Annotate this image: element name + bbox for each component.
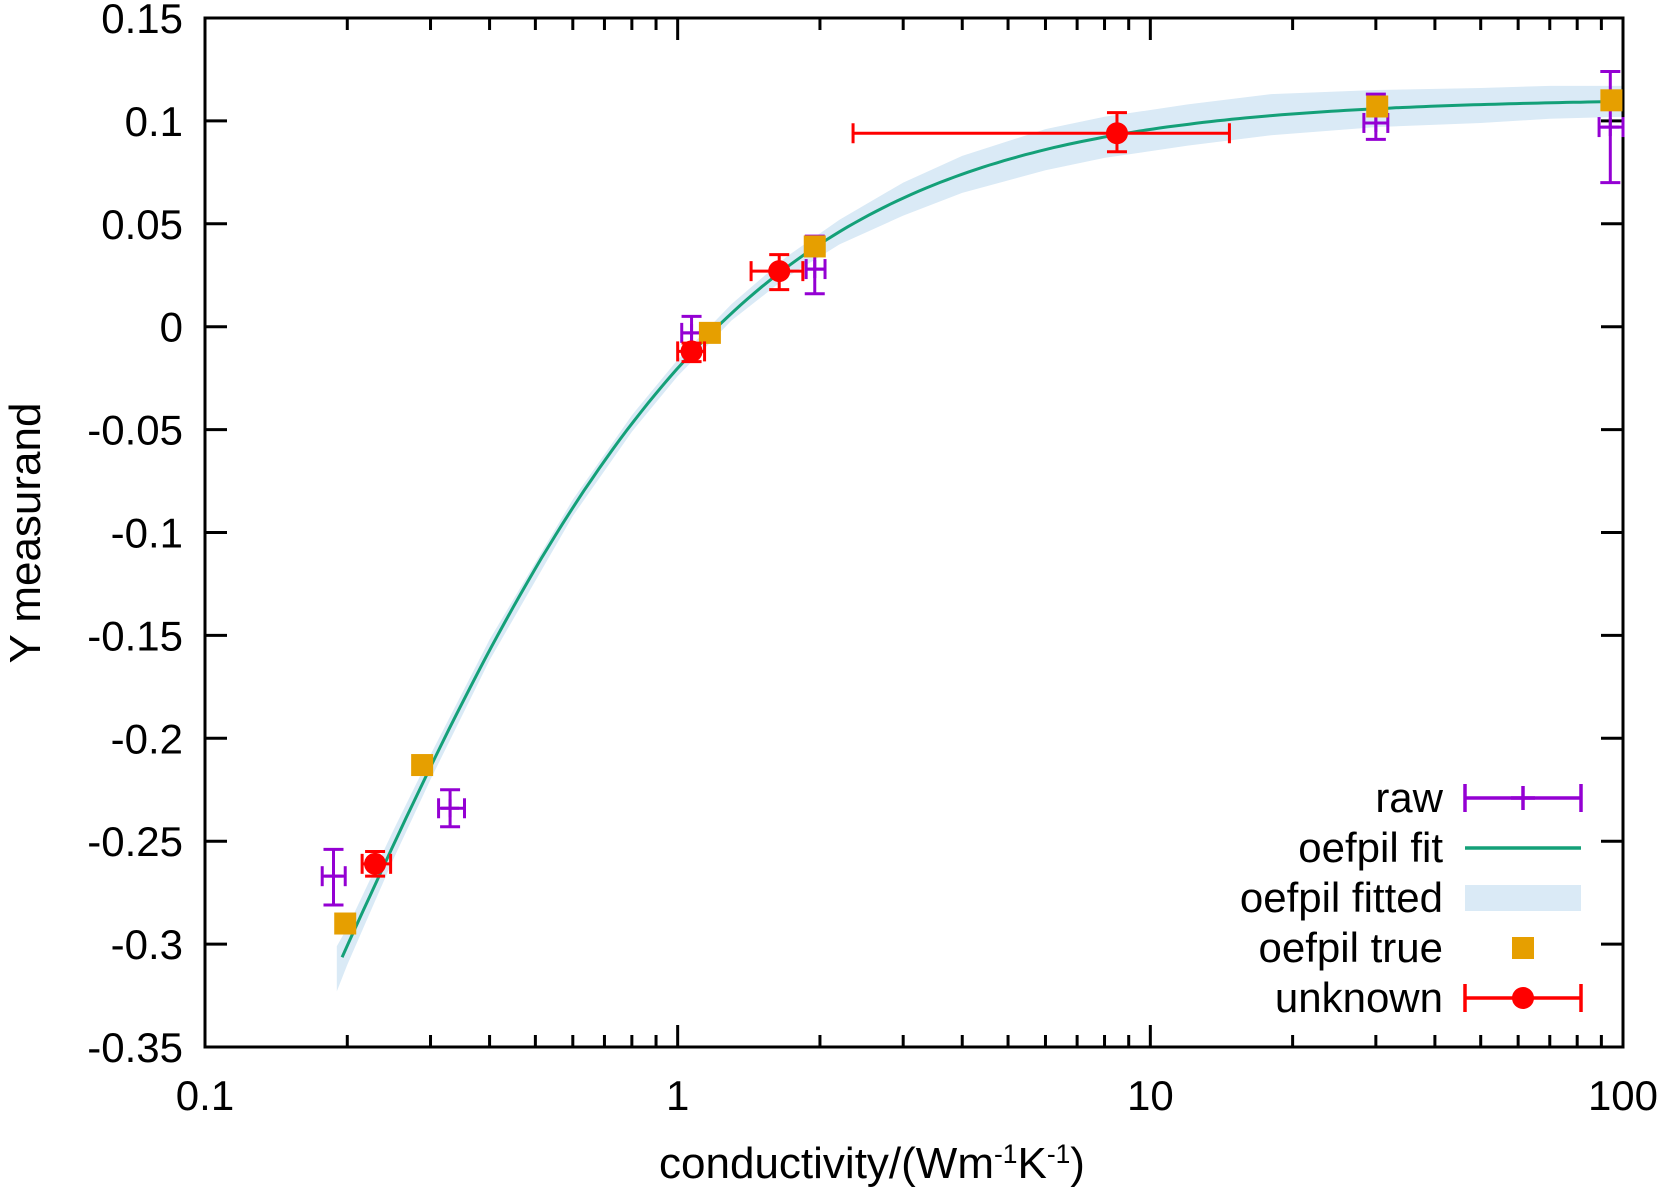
y-tick-label: -0.1 xyxy=(111,510,183,557)
circle-marker xyxy=(768,260,791,283)
y-tick-label: 0 xyxy=(160,304,183,351)
x-axis-label-superscript: -1 xyxy=(994,1139,1018,1170)
unknown-point xyxy=(676,340,707,364)
legend-glyph-band xyxy=(1465,885,1581,911)
legend-label-oefpil-fit: oefpil fit xyxy=(1298,824,1443,871)
square-marker xyxy=(698,321,721,344)
legend: raw oefpil fit oefpil fitted oefpil true… xyxy=(1240,773,1585,1023)
legend-label-unknown: unknown xyxy=(1274,974,1443,1021)
square-marker xyxy=(1600,89,1623,112)
y-tick-label: -0.35 xyxy=(87,1024,183,1071)
legend-sample-raw-errorbar-icon xyxy=(1461,776,1585,820)
oefpil-true-point xyxy=(411,754,434,777)
oefpil-true-point xyxy=(803,235,826,258)
x-tick-label: 100 xyxy=(1588,1072,1658,1119)
legend-sample-fit-line-icon xyxy=(1461,826,1585,870)
y-tick-label: 0.05 xyxy=(101,201,183,248)
legend-glyph-raw xyxy=(1463,784,1583,812)
legend-glyph-true xyxy=(1512,937,1534,959)
unknown-point xyxy=(360,849,393,878)
unknown-point xyxy=(851,111,1231,154)
series-oefpil-true xyxy=(334,89,1623,935)
legend-glyph-unknown xyxy=(1463,984,1583,1012)
oefpil-true-point xyxy=(698,321,721,344)
y-tick-label: -0.15 xyxy=(87,612,183,659)
legend-item-unknown: unknown xyxy=(1240,973,1585,1023)
x-axis-label: conductivity/(Wm-1K-1) xyxy=(659,1139,1085,1189)
oefpil-true-point xyxy=(1366,95,1389,118)
unknown-point xyxy=(749,253,805,292)
oefpil-true-point xyxy=(1600,89,1623,112)
square-marker xyxy=(1366,95,1389,118)
y-tick-label: -0.2 xyxy=(111,715,183,762)
y-tick-label: 0.1 xyxy=(125,98,183,145)
legend-sample-band-icon xyxy=(1461,876,1585,920)
x-axis-label-text: conductivity/(Wm xyxy=(659,1139,994,1188)
series-unknown xyxy=(360,111,1231,878)
square-marker xyxy=(334,912,357,935)
x-axis-label-text: ) xyxy=(1070,1139,1085,1188)
legend-item-oefpil-true: oefpil true xyxy=(1240,923,1585,973)
legend-label-raw: raw xyxy=(1375,774,1443,821)
legend-band-sample xyxy=(1465,885,1581,911)
circle-marker xyxy=(680,340,703,363)
x-tick-label: 0.1 xyxy=(176,1072,234,1119)
legend-sample-square-marker-icon xyxy=(1461,926,1585,970)
legend-sample-unknown-errorbar-icon xyxy=(1461,976,1585,1020)
y-tick-label: -0.05 xyxy=(87,407,183,454)
square-marker xyxy=(803,235,826,258)
circle-marker xyxy=(1105,122,1128,145)
oefpil-true-point xyxy=(334,912,357,935)
raw-point xyxy=(320,847,347,907)
y-tick-label: -0.3 xyxy=(111,921,183,968)
raw-point xyxy=(437,788,466,829)
x-tick-label: 10 xyxy=(1127,1072,1174,1119)
fit-line xyxy=(340,99,1624,958)
legend-label-oefpil-fitted: oefpil fitted xyxy=(1239,874,1443,921)
legend-circle-marker xyxy=(1512,987,1534,1009)
legend-item-raw: raw xyxy=(1240,773,1585,823)
x-tick-label: 1 xyxy=(666,1072,689,1119)
square-marker xyxy=(411,754,434,777)
legend-square-marker xyxy=(1512,937,1534,959)
y-tick-label: -0.25 xyxy=(87,818,183,865)
x-axis-label-text: K xyxy=(1017,1139,1047,1188)
y-axis-label: Y measurand xyxy=(1,402,50,664)
legend-item-oefpil-fitted: oefpil fitted xyxy=(1240,873,1585,923)
circle-marker xyxy=(364,852,387,875)
y-tick-label: 0.15 xyxy=(101,0,183,42)
x-axis-label-superscript: -1 xyxy=(1046,1139,1071,1170)
legend-glyph-fit xyxy=(1465,846,1581,850)
legend-item-oefpil-fit: oefpil fit xyxy=(1240,823,1585,873)
axes xyxy=(203,16,1625,1049)
legend-label-oefpil-true: oefpil true xyxy=(1258,924,1443,971)
